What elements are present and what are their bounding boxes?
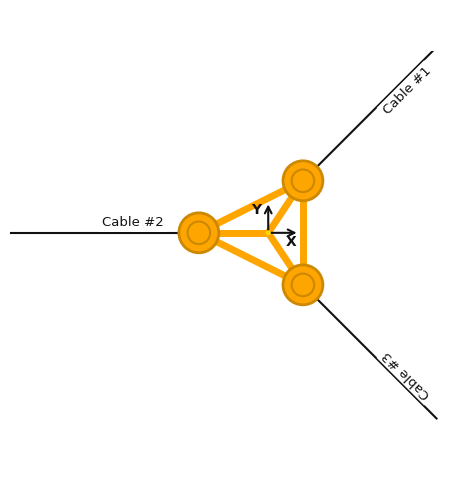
Text: Y: Y <box>251 203 261 217</box>
Text: Cable #1: Cable #1 <box>381 64 433 117</box>
Circle shape <box>265 230 271 235</box>
Circle shape <box>283 161 323 201</box>
Text: X: X <box>285 235 296 248</box>
Circle shape <box>179 213 219 253</box>
Circle shape <box>283 265 323 305</box>
Text: Cable #2: Cable #2 <box>102 216 164 229</box>
Text: Cable #3: Cable #3 <box>381 349 433 401</box>
